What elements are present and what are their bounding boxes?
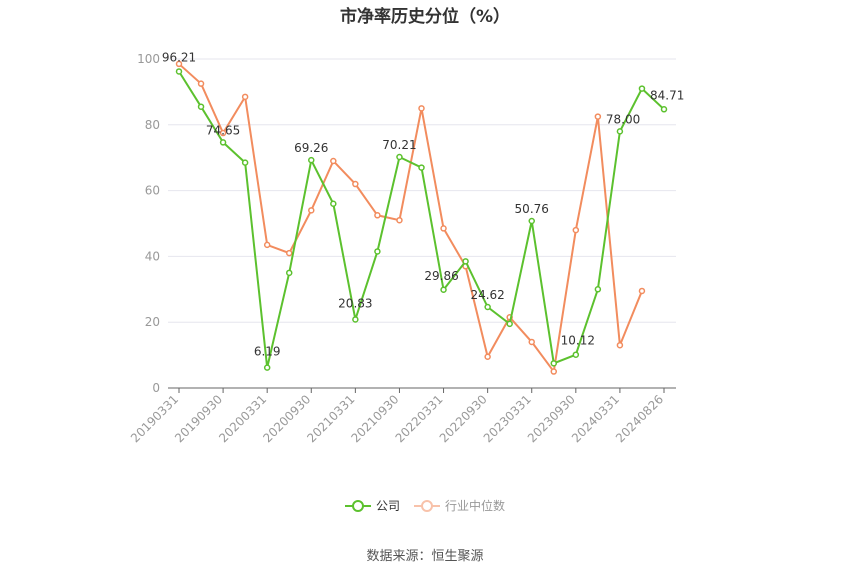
company-line <box>178 70 665 368</box>
company-point[interactable] <box>263 364 271 371</box>
company-point[interactable] <box>418 164 425 171</box>
industry-point[interactable] <box>263 241 271 249</box>
data-label: 78.00 <box>606 112 640 126</box>
company-point[interactable] <box>175 68 183 75</box>
chart-legend: 公司 行业中位数 <box>0 497 850 514</box>
company-point[interactable] <box>528 217 535 225</box>
industry-point[interactable] <box>352 180 359 188</box>
chart-title: 市净率历史分位（%） <box>339 7 511 27</box>
data-source: 数据来源：恒生聚源 <box>366 549 484 564</box>
company-point[interactable] <box>396 153 403 161</box>
industry-point[interactable] <box>418 105 425 112</box>
data-label: 69.26 <box>294 141 328 155</box>
y-tick-label: 0 <box>152 381 160 395</box>
data-label: 20.83 <box>338 296 372 310</box>
company-point[interactable] <box>616 128 624 135</box>
company-point[interactable] <box>374 248 381 255</box>
company-line-marker-icon <box>344 499 371 512</box>
line-chart: 0204060801002019033120190930202003312020… <box>128 50 684 445</box>
x-tick-label: 20240826 <box>613 392 666 445</box>
data-label: 10.12 <box>561 334 595 348</box>
data-label: 24.62 <box>470 288 504 302</box>
y-tick-label: 80 <box>145 118 160 132</box>
data-label: 70.21 <box>382 138 416 152</box>
company-point[interactable] <box>197 103 205 110</box>
y-tick-label: 40 <box>145 249 160 263</box>
industry-point[interactable] <box>197 80 205 87</box>
legend-label-industry: 行业中位数 <box>445 499 506 513</box>
company-point[interactable] <box>330 200 337 208</box>
company-point[interactable] <box>219 139 227 146</box>
industry-point[interactable] <box>484 353 491 360</box>
company-point[interactable] <box>462 258 469 265</box>
industry-point[interactable] <box>440 225 447 232</box>
industry-point[interactable] <box>616 341 624 349</box>
company-point[interactable] <box>241 159 249 166</box>
industry-point[interactable] <box>219 129 227 137</box>
data-label: 84.71 <box>650 88 684 102</box>
y-tick-label: 60 <box>145 184 160 198</box>
company-point[interactable] <box>484 303 491 311</box>
company-point[interactable] <box>638 85 646 92</box>
data-label: 6.19 <box>254 345 281 359</box>
company-point[interactable] <box>660 106 668 113</box>
company-point[interactable] <box>594 286 602 293</box>
industry-point[interactable] <box>374 212 381 219</box>
company-point[interactable] <box>572 351 580 358</box>
industry-point[interactable] <box>175 60 183 68</box>
industry-point[interactable] <box>241 93 249 101</box>
y-tick-label: 100 <box>137 52 160 66</box>
data-label: 29.86 <box>424 269 458 283</box>
industry-point[interactable] <box>572 226 580 234</box>
legend-item-industry[interactable]: 行业中位数 <box>414 497 505 514</box>
legend-item-company[interactable]: 公司 <box>344 497 400 514</box>
company-point[interactable] <box>506 320 513 328</box>
legend-label-company: 公司 <box>375 499 400 513</box>
industry-point[interactable] <box>550 368 558 375</box>
industry-point[interactable] <box>638 287 646 295</box>
data-label: 96.21 <box>162 50 196 64</box>
company-point[interactable] <box>440 286 447 294</box>
industry-line <box>178 63 643 375</box>
company-point[interactable] <box>352 316 359 323</box>
data-label: 74.65 <box>206 123 240 137</box>
company-point[interactable] <box>550 360 558 367</box>
data-label: 50.76 <box>515 202 549 216</box>
company-point[interactable] <box>285 269 293 277</box>
industry-point[interactable] <box>308 207 315 214</box>
industry-line-marker-icon <box>414 499 440 512</box>
industry-point[interactable] <box>330 157 337 165</box>
company-point[interactable] <box>308 156 315 164</box>
industry-point[interactable] <box>396 216 403 224</box>
industry-point[interactable] <box>528 338 535 346</box>
industry-point[interactable] <box>285 249 293 257</box>
industry-point[interactable] <box>594 113 602 120</box>
y-tick-label: 20 <box>145 315 160 329</box>
